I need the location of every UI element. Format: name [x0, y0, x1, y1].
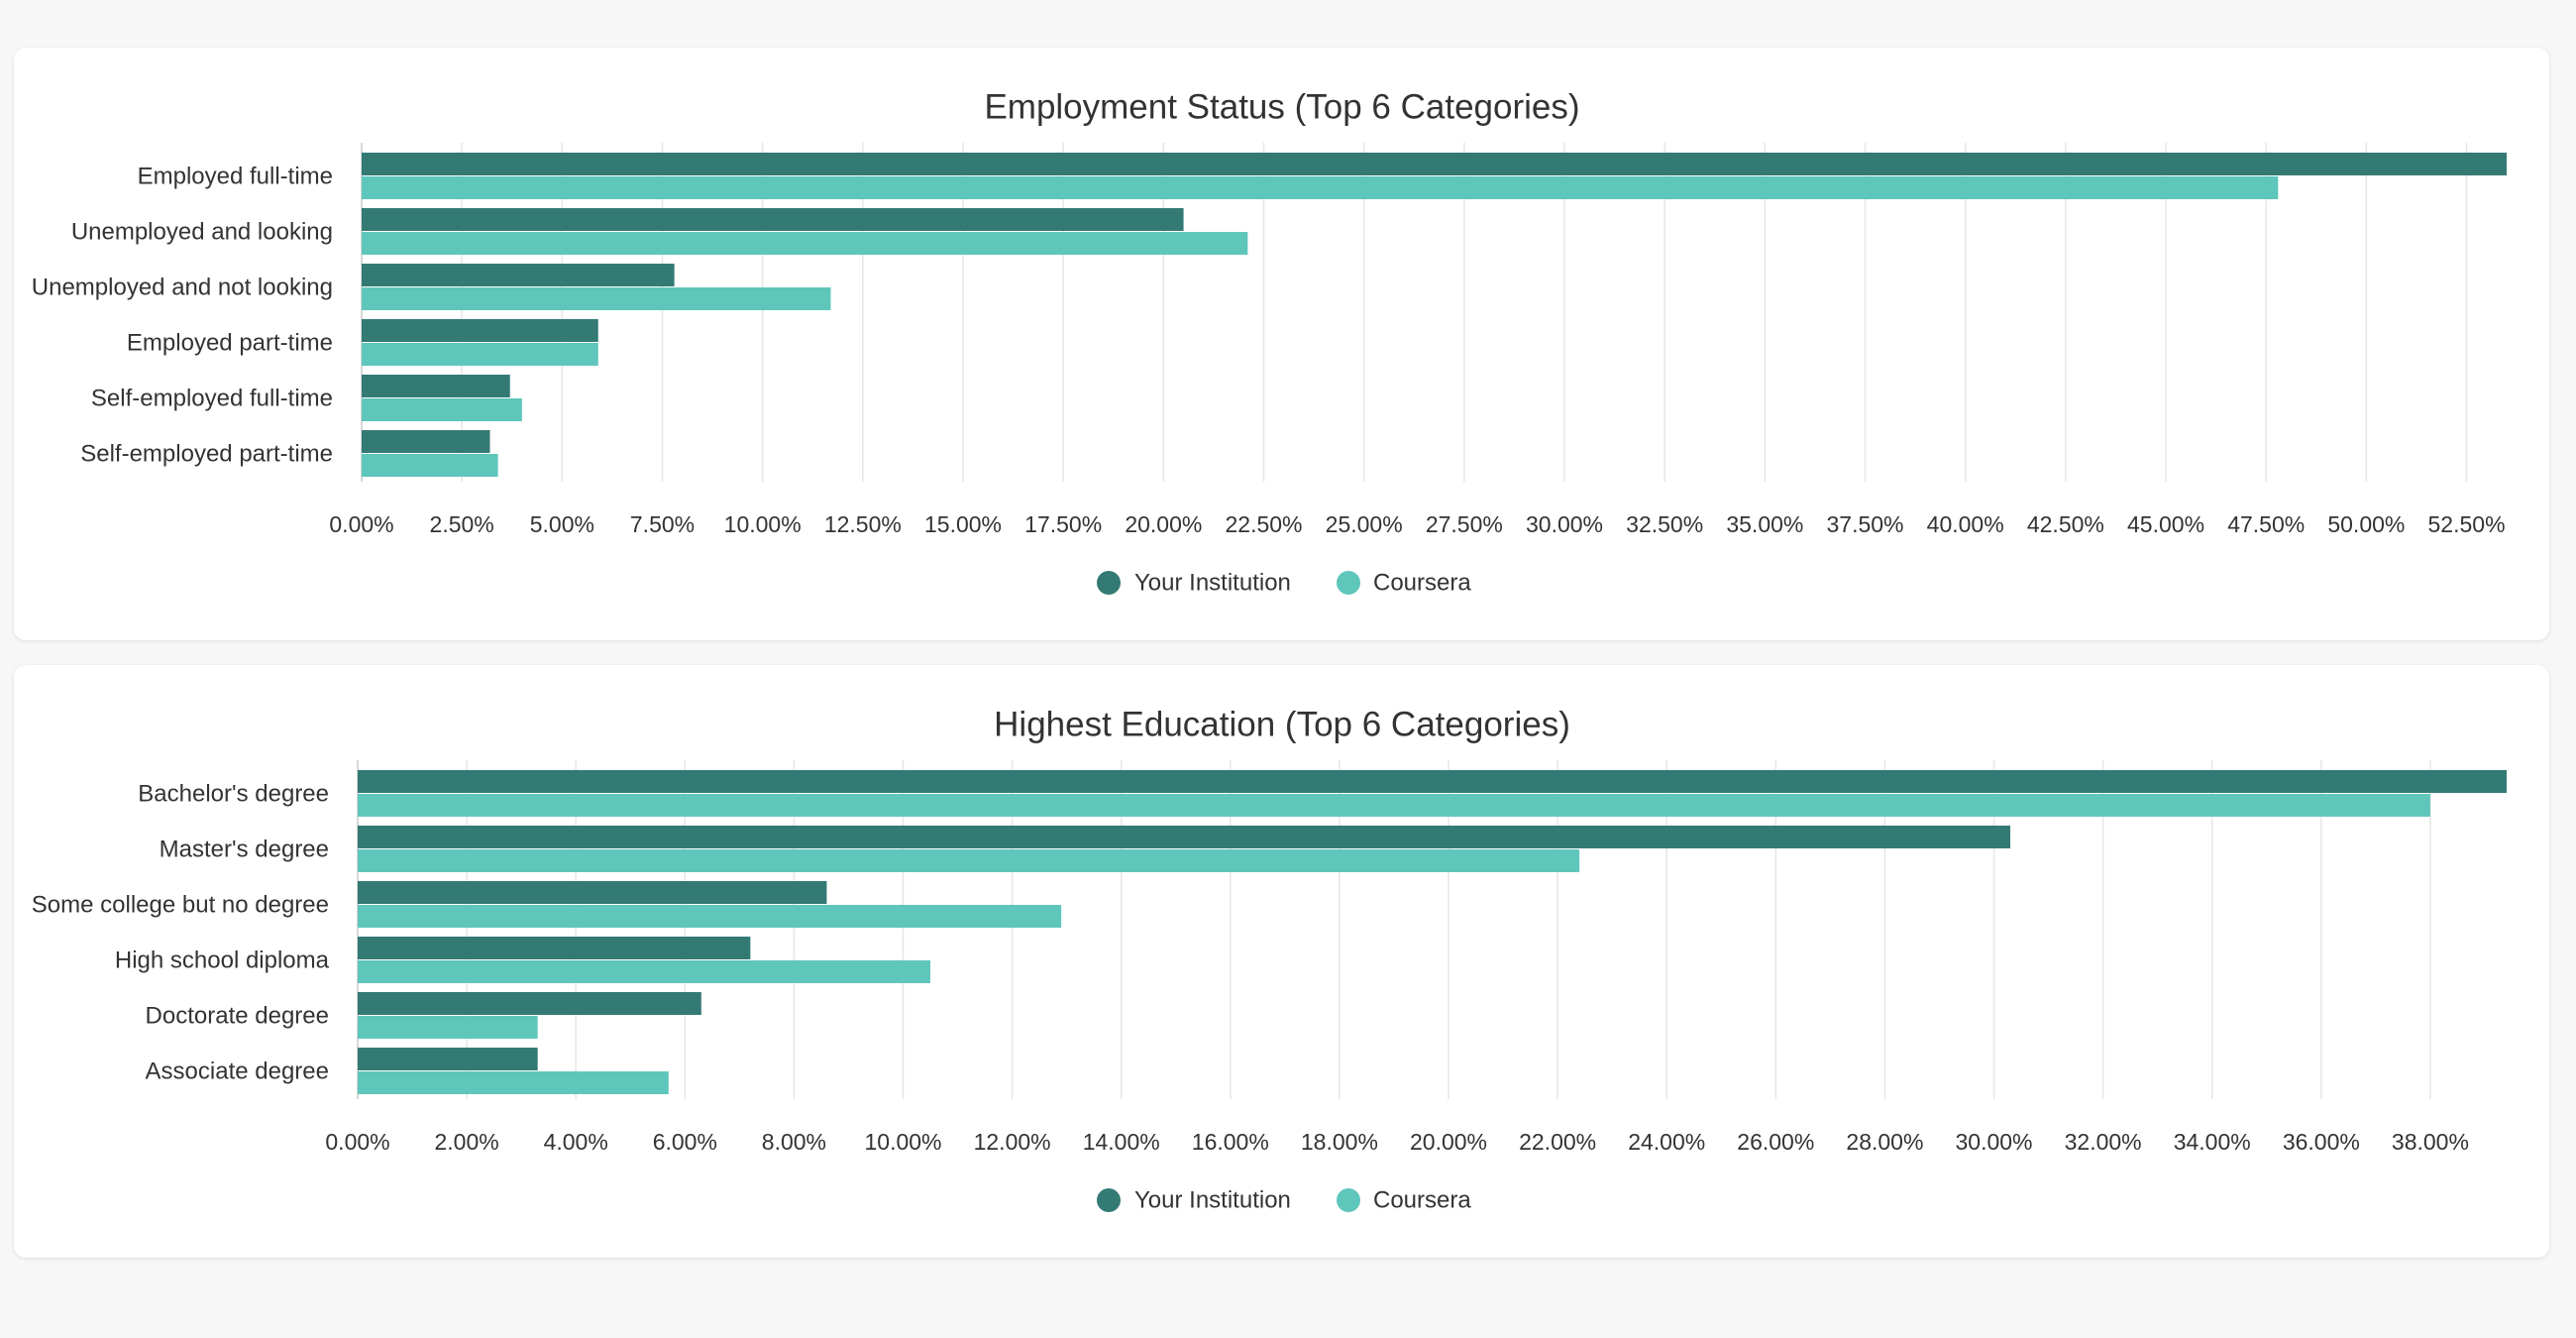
- x-tick-label: 30.00%: [1956, 1129, 2033, 1155]
- category-label-unemployed-and-looking: Unemployed and looking: [71, 219, 333, 246]
- category-label-employed-full-time: Employed full-time: [138, 164, 333, 190]
- category-label-master-s-degree: Master's degree: [160, 836, 329, 863]
- x-tick-label: 30.00%: [1526, 511, 1603, 537]
- legend-label-your-institution: Your Institution: [1134, 1187, 1291, 1214]
- x-tick-label: 27.50%: [1426, 511, 1503, 537]
- x-tick-label: 26.00%: [1737, 1129, 1814, 1155]
- legend-item-coursera[interactable]: Coursera: [1337, 1187, 1471, 1214]
- bar-coursera-some-college-but-no-degree[interactable]: [358, 905, 1062, 928]
- x-tick-label: 40.00%: [1927, 511, 2004, 537]
- x-tick-label: 17.50%: [1024, 511, 1102, 537]
- x-tick-label: 2.50%: [430, 511, 494, 537]
- category-label-employed-part-time: Employed part-time: [127, 330, 333, 357]
- x-tick-label: 12.00%: [974, 1129, 1051, 1155]
- bar-coursera-associate-degree[interactable]: [358, 1071, 669, 1094]
- legend-label-coursera: Coursera: [1373, 570, 1471, 597]
- x-tick-label: 32.00%: [2065, 1129, 2142, 1155]
- bar-coursera-employed-part-time[interactable]: [362, 343, 598, 366]
- x-tick-label: 35.00%: [1726, 511, 1803, 537]
- x-tick-label: 2.00%: [434, 1129, 498, 1155]
- employment-status-chart: Employment Status (Top 6 Categories) 0.00…: [32, 88, 2507, 597]
- bar-your-institution-unemployed-and-looking[interactable]: [362, 208, 1184, 231]
- x-tick-label: 7.50%: [630, 511, 695, 537]
- bar-your-institution-some-college-but-no-degree[interactable]: [358, 881, 827, 904]
- x-tick-label: 20.00%: [1125, 511, 1202, 537]
- x-tick-label: 50.00%: [2327, 511, 2405, 537]
- x-tick-label: 36.00%: [2283, 1129, 2360, 1155]
- x-tick-label: 42.50%: [2027, 511, 2104, 537]
- x-tick-label: 0.00%: [325, 1129, 389, 1155]
- x-tick-label: 5.00%: [530, 511, 594, 537]
- chart-title: Highest Education (Top 6 Categories): [994, 706, 1570, 744]
- legend-label-your-institution: Your Institution: [1134, 570, 1291, 597]
- category-label-self-employed-part-time: Self-employed part-time: [80, 441, 333, 468]
- x-tick-label: 12.50%: [824, 511, 902, 537]
- bar-your-institution-self-employed-full-time[interactable]: [362, 375, 510, 397]
- x-tick-label: 20.00%: [1410, 1129, 1487, 1155]
- x-tick-label: 32.50%: [1626, 511, 1703, 537]
- employment-status-card: Employment Status (Top 6 Categories) 0.00…: [14, 48, 2549, 640]
- x-tick-label: 47.50%: [2227, 511, 2305, 537]
- legend-label-coursera: Coursera: [1373, 1187, 1471, 1214]
- bar-coursera-self-employed-full-time[interactable]: [362, 398, 522, 421]
- bar-coursera-doctorate-degree[interactable]: [358, 1016, 538, 1039]
- bar-your-institution-master-s-degree[interactable]: [358, 826, 2011, 848]
- bar-your-institution-self-employed-part-time[interactable]: [362, 430, 490, 453]
- x-tick-label: 22.50%: [1226, 511, 1303, 537]
- bar-your-institution-associate-degree[interactable]: [358, 1048, 538, 1070]
- bar-your-institution-unemployed-and-not-looking[interactable]: [362, 264, 675, 286]
- x-tick-label: 14.00%: [1083, 1129, 1160, 1155]
- x-tick-label: 10.00%: [724, 511, 802, 537]
- x-tick-label: 6.00%: [653, 1129, 717, 1155]
- x-tick-label: 15.00%: [924, 511, 1002, 537]
- x-tick-label: 10.00%: [864, 1129, 941, 1155]
- bar-your-institution-doctorate-degree[interactable]: [358, 992, 701, 1015]
- x-tick-label: 34.00%: [2174, 1129, 2251, 1155]
- category-label-self-employed-full-time: Self-employed full-time: [91, 386, 333, 412]
- x-tick-label: 4.00%: [544, 1129, 608, 1155]
- x-tick-label: 0.00%: [329, 511, 393, 537]
- bar-your-institution-employed-part-time[interactable]: [362, 319, 598, 342]
- x-tick-label: 25.00%: [1326, 511, 1403, 537]
- x-tick-label: 8.00%: [762, 1129, 826, 1155]
- legend-item-your-institution[interactable]: Your Institution: [1097, 570, 1291, 597]
- category-label-bachelor-s-degree: Bachelor's degree: [138, 781, 329, 808]
- bar-coursera-unemployed-and-not-looking[interactable]: [362, 287, 831, 310]
- x-tick-label: 22.00%: [1519, 1129, 1596, 1155]
- bar-your-institution-employed-full-time[interactable]: [362, 153, 2507, 175]
- highest-education-card: Highest Education (Top 6 Categories) 0.00…: [14, 665, 2549, 1258]
- bar-coursera-employed-full-time[interactable]: [362, 176, 2279, 199]
- chart-title: Employment Status (Top 6 Categories): [984, 88, 1579, 127]
- x-tick-label: 28.00%: [1846, 1129, 1923, 1155]
- bar-coursera-bachelor-s-degree[interactable]: [358, 794, 2430, 817]
- x-tick-label: 37.50%: [1827, 511, 1904, 537]
- category-label-doctorate-degree: Doctorate degree: [146, 1003, 329, 1030]
- category-label-unemployed-and-not-looking: Unemployed and not looking: [32, 275, 333, 301]
- legend-swatch-your-institution: [1097, 571, 1121, 595]
- category-label-associate-degree: Associate degree: [146, 1059, 329, 1085]
- x-tick-label: 16.00%: [1192, 1129, 1269, 1155]
- bar-coursera-unemployed-and-looking[interactable]: [362, 232, 1248, 255]
- x-tick-label: 18.00%: [1301, 1129, 1378, 1155]
- bar-coursera-self-employed-part-time[interactable]: [362, 454, 498, 477]
- bar-your-institution-high-school-diploma[interactable]: [358, 937, 751, 959]
- legend-item-your-institution[interactable]: Your Institution: [1097, 1187, 1291, 1214]
- bar-your-institution-bachelor-s-degree[interactable]: [358, 770, 2507, 793]
- legend-swatch-coursera: [1337, 1188, 1360, 1212]
- highest-education-chart: Highest Education (Top 6 Categories) 0.00…: [32, 706, 2507, 1214]
- legend-swatch-coursera: [1337, 571, 1360, 595]
- legend-swatch-your-institution: [1097, 1188, 1121, 1212]
- x-tick-label: 52.50%: [2428, 511, 2506, 537]
- bar-coursera-high-school-diploma[interactable]: [358, 960, 931, 983]
- category-label-some-college-but-no-degree: Some college but no degree: [32, 892, 329, 919]
- x-tick-label: 24.00%: [1628, 1129, 1705, 1155]
- x-tick-label: 45.00%: [2127, 511, 2204, 537]
- category-label-high-school-diploma: High school diploma: [115, 948, 330, 974]
- bar-coursera-master-s-degree[interactable]: [358, 849, 1580, 872]
- legend-item-coursera[interactable]: Coursera: [1337, 570, 1471, 597]
- x-tick-label: 38.00%: [2392, 1129, 2469, 1155]
